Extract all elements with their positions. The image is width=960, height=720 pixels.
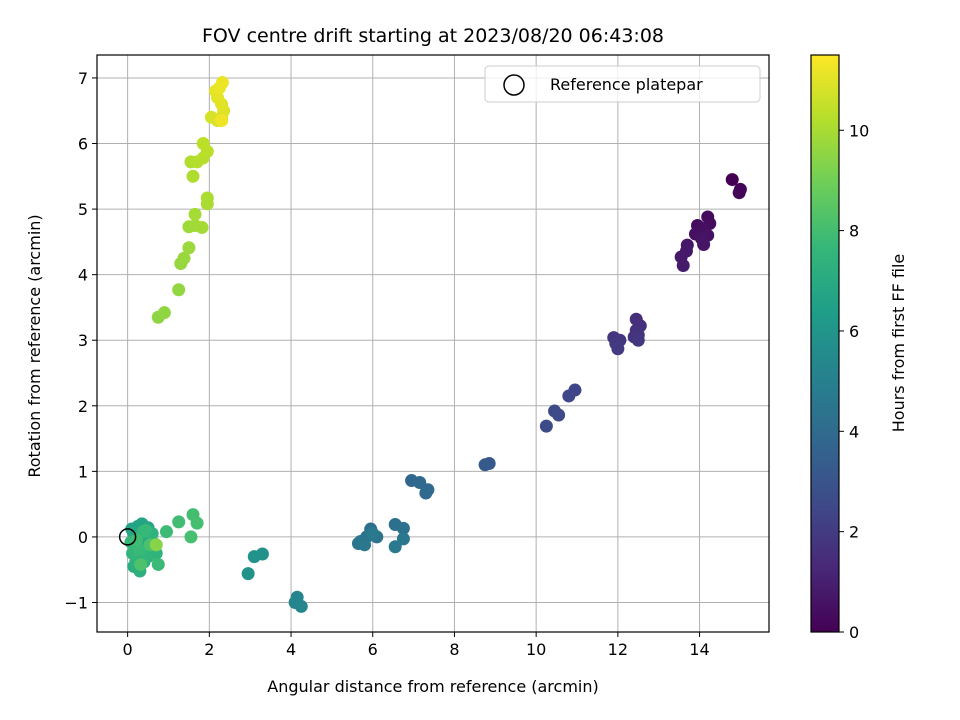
data-point <box>366 527 380 541</box>
x-tick-label: 2 <box>204 640 214 659</box>
colorbar-tick-label: 10 <box>849 121 869 140</box>
legend-label: Reference platepar <box>550 75 703 94</box>
colorbar-tick-label: 0 <box>849 623 859 642</box>
legend-marker-open-circle <box>503 74 525 96</box>
colorbar-tick-label: 2 <box>849 523 859 542</box>
data-point <box>697 237 711 251</box>
colorbar-gradient <box>810 54 840 633</box>
x-tick-label: 14 <box>689 640 709 659</box>
data-point <box>725 173 739 187</box>
data-point <box>396 521 410 535</box>
x-tick-label: 8 <box>449 640 459 659</box>
data-points <box>124 76 747 613</box>
reference-platepar-marker <box>118 528 137 546</box>
data-point <box>190 516 204 530</box>
data-point <box>611 342 625 356</box>
data-point <box>294 599 308 613</box>
data-point <box>396 532 410 546</box>
data-point <box>388 540 402 554</box>
y-tick-label: 7 <box>78 69 88 88</box>
y-tick-label: 2 <box>78 397 88 416</box>
legend: Reference platepar <box>484 65 761 103</box>
y-tick-label: −1 <box>64 593 88 612</box>
data-point <box>676 258 690 272</box>
y-tick-label: 4 <box>78 266 88 285</box>
data-point <box>188 207 202 221</box>
data-point <box>631 333 645 347</box>
data-point <box>157 306 171 320</box>
data-point <box>184 530 198 544</box>
data-point <box>247 550 261 564</box>
x-tick-label: 12 <box>608 640 628 659</box>
colorbar-ticks: 0 2 4 6 8 10 <box>839 121 869 642</box>
x-tick-label: 6 <box>368 640 378 659</box>
data-point <box>478 458 492 472</box>
x-axis-title: Angular distance from reference (arcmin) <box>267 677 598 696</box>
data-point <box>134 557 148 571</box>
data-point <box>215 114 229 128</box>
x-tick-label: 4 <box>286 640 296 659</box>
x-tick-label: 10 <box>526 640 546 659</box>
y-tick-label: 1 <box>78 462 88 481</box>
data-point <box>419 486 433 500</box>
data-point <box>151 557 165 571</box>
data-point <box>539 419 553 433</box>
data-point <box>562 389 576 403</box>
data-point <box>195 220 209 234</box>
data-point <box>200 191 214 205</box>
legend-box <box>484 65 761 103</box>
colorbar: 0 2 4 6 8 10 Hours from first FF file <box>810 54 908 642</box>
data-point <box>552 408 566 422</box>
colorbar-label: Hours from first FF file <box>889 254 908 433</box>
data-point <box>172 283 186 297</box>
data-point <box>182 241 196 255</box>
y-tick-label: 3 <box>78 331 88 350</box>
y-tick-label: 6 <box>78 135 88 154</box>
data-point <box>732 186 746 200</box>
y-tick-label: 0 <box>78 528 88 547</box>
data-point <box>172 515 186 529</box>
data-point <box>159 525 173 539</box>
y-axis-title: Rotation from reference (arcmin) <box>25 214 44 477</box>
data-point <box>139 523 153 537</box>
plot-frame <box>96 54 770 633</box>
data-point <box>130 533 144 547</box>
data-point <box>132 543 146 557</box>
data-point <box>215 76 229 90</box>
data-point <box>196 137 210 151</box>
colorbar-tick-label: 4 <box>849 422 859 441</box>
data-point <box>149 538 163 552</box>
colorbar-tick-label: 6 <box>849 322 859 341</box>
x-tick-label: 0 <box>123 640 133 659</box>
y-tick-label: 5 <box>78 200 88 219</box>
data-point <box>358 538 372 552</box>
colorbar-tick-label: 8 <box>849 222 859 241</box>
data-point <box>241 567 255 581</box>
data-point <box>177 251 191 265</box>
chart-title: FOV centre drift starting at 2023/08/20 … <box>202 25 664 47</box>
data-point <box>186 169 200 183</box>
